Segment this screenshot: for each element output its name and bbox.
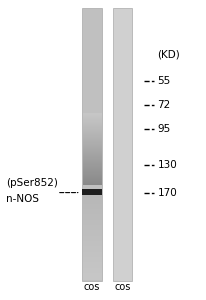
Bar <box>113 8 132 280</box>
Text: 170: 170 <box>157 188 176 198</box>
Text: 55: 55 <box>157 76 170 86</box>
Bar <box>82 189 101 195</box>
Text: 95: 95 <box>157 124 170 134</box>
Text: 72: 72 <box>157 100 170 110</box>
Bar <box>81 8 102 280</box>
Text: cos: cos <box>114 282 131 292</box>
Text: 130: 130 <box>157 160 176 170</box>
Text: cos: cos <box>83 282 100 292</box>
Text: (KD): (KD) <box>157 49 179 59</box>
Text: n-NOS: n-NOS <box>6 194 39 205</box>
Text: (pSer852): (pSer852) <box>6 178 58 188</box>
